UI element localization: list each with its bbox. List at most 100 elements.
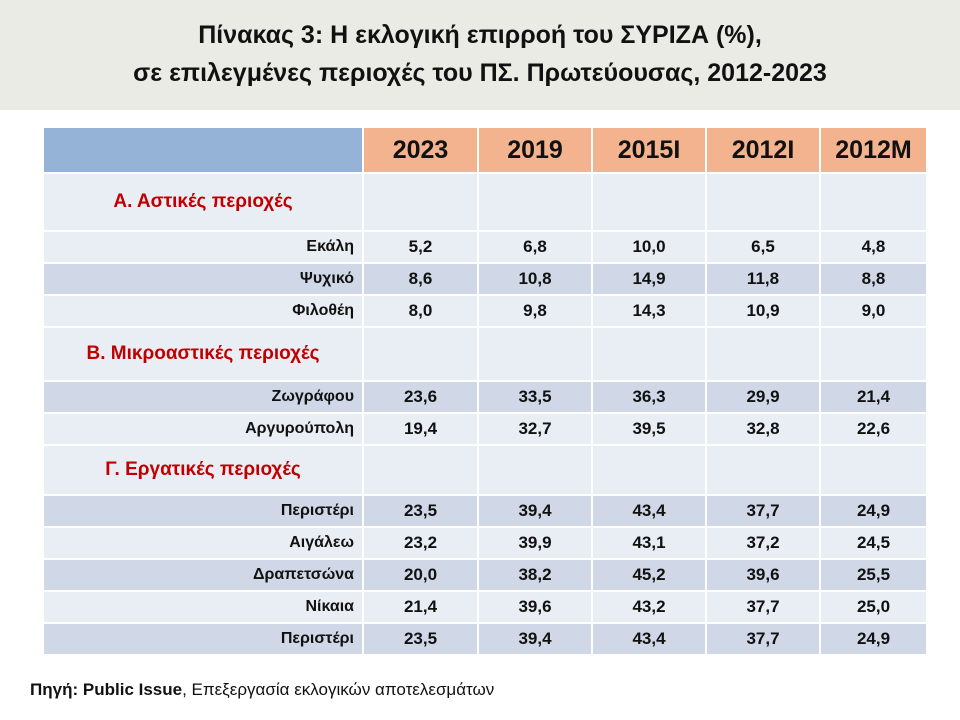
empty-cell bbox=[819, 326, 928, 382]
value-cell: 33,5 bbox=[477, 380, 593, 414]
empty-cell bbox=[591, 444, 707, 496]
column-header: 2015Ι bbox=[591, 126, 707, 174]
empty-cell bbox=[819, 444, 928, 496]
data-row: Νίκαια 21,4 39,6 43,2 37,7 25,0 bbox=[42, 590, 928, 624]
row-name: Ψυχικό bbox=[42, 262, 364, 296]
value-cell: 39,4 bbox=[477, 622, 593, 656]
section-row: Γ. Εργατικές περιοχές bbox=[42, 444, 928, 496]
row-name: Δραπετσώνα bbox=[42, 558, 364, 592]
data-row: Περιστέρι 23,5 39,4 43,4 37,7 24,9 bbox=[42, 494, 928, 528]
empty-cell bbox=[362, 444, 479, 496]
value-cell: 22,6 bbox=[819, 412, 928, 446]
value-cell: 9,0 bbox=[819, 294, 928, 328]
data-row: Εκάλη 5,2 6,8 10,0 6,5 4,8 bbox=[42, 230, 928, 264]
empty-cell bbox=[591, 326, 707, 382]
section-row: Β. Μικροαστικές περιοχές bbox=[42, 326, 928, 382]
value-cell: 6,8 bbox=[477, 230, 593, 264]
value-cell: 39,6 bbox=[477, 590, 593, 624]
value-cell: 32,8 bbox=[705, 412, 821, 446]
value-cell: 21,4 bbox=[362, 590, 479, 624]
value-cell: 24,9 bbox=[819, 494, 928, 528]
value-cell: 37,7 bbox=[705, 622, 821, 656]
value-cell: 6,5 bbox=[705, 230, 821, 264]
value-cell: 43,4 bbox=[591, 494, 707, 528]
empty-cell bbox=[362, 172, 479, 232]
corner-cell bbox=[42, 126, 364, 174]
source-text: , Επεξεργασία εκλογικών αποτελεσμάτων bbox=[182, 680, 495, 699]
value-cell: 23,5 bbox=[362, 494, 479, 528]
empty-cell bbox=[705, 326, 821, 382]
title-line: σε επιλεγμένες περιοχές του ΠΣ. Πρωτεύου… bbox=[133, 59, 827, 87]
column-header: 2023 bbox=[362, 126, 479, 174]
value-cell: 21,4 bbox=[819, 380, 928, 414]
value-cell: 23,6 bbox=[362, 380, 479, 414]
value-cell: 39,5 bbox=[591, 412, 707, 446]
data-row: Φιλοθέη 8,0 9,8 14,3 10,9 9,0 bbox=[42, 294, 928, 328]
value-cell: 23,5 bbox=[362, 622, 479, 656]
table: 2023 2019 2015Ι 2012Ι 2012Μ Α. Αστικές περιοχ… bbox=[42, 126, 928, 656]
value-cell: 8,8 bbox=[819, 262, 928, 296]
section-row: Α. Αστικές περιοχές bbox=[42, 172, 928, 232]
row-name: Αιγάλεω bbox=[42, 526, 364, 560]
empty-cell bbox=[477, 172, 593, 232]
value-cell: 43,1 bbox=[591, 526, 707, 560]
data-row: Ψυχικό 8,6 10,8 14,9 11,8 8,8 bbox=[42, 262, 928, 296]
column-header: 2019 bbox=[477, 126, 593, 174]
data-row: Αργυρούπολη 19,4 32,7 39,5 32,8 22,6 bbox=[42, 412, 928, 446]
data-row: Αιγάλεω 23,2 39,9 43,1 37,2 24,5 bbox=[42, 526, 928, 560]
value-cell: 29,9 bbox=[705, 380, 821, 414]
column-header: 2012Μ bbox=[819, 126, 928, 174]
value-cell: 14,9 bbox=[591, 262, 707, 296]
section-title: Α. Αστικές περιοχές bbox=[42, 172, 364, 232]
row-name: Περιστέρι bbox=[42, 494, 364, 528]
value-cell: 36,3 bbox=[591, 380, 707, 414]
empty-cell bbox=[819, 172, 928, 232]
value-cell: 37,2 bbox=[705, 526, 821, 560]
value-cell: 10,9 bbox=[705, 294, 821, 328]
row-name: Περιστέρι bbox=[42, 622, 364, 656]
column-header: 2012Ι bbox=[705, 126, 821, 174]
empty-cell bbox=[477, 326, 593, 382]
data-row: Περιστέρι 23,5 39,4 43,4 37,7 24,9 bbox=[42, 622, 928, 656]
value-cell: 8,6 bbox=[362, 262, 479, 296]
section-title: Γ. Εργατικές περιοχές bbox=[42, 444, 364, 496]
row-name: Φιλοθέη bbox=[42, 294, 364, 328]
value-cell: 10,0 bbox=[591, 230, 707, 264]
header-row: 2023 2019 2015Ι 2012Ι 2012Μ bbox=[42, 126, 928, 174]
row-name: Νίκαια bbox=[42, 590, 364, 624]
value-cell: 37,7 bbox=[705, 494, 821, 528]
value-cell: 43,2 bbox=[591, 590, 707, 624]
value-cell: 23,2 bbox=[362, 526, 479, 560]
value-cell: 39,9 bbox=[477, 526, 593, 560]
value-cell: 25,5 bbox=[819, 558, 928, 592]
empty-cell bbox=[705, 444, 821, 496]
data-row: Ζωγράφου 23,6 33,5 36,3 29,9 21,4 bbox=[42, 380, 928, 414]
value-cell: 37,7 bbox=[705, 590, 821, 624]
value-cell: 19,4 bbox=[362, 412, 479, 446]
value-cell: 10,8 bbox=[477, 262, 593, 296]
empty-cell bbox=[705, 172, 821, 232]
value-cell: 39,6 bbox=[705, 558, 821, 592]
value-cell: 4,8 bbox=[819, 230, 928, 264]
value-cell: 5,2 bbox=[362, 230, 479, 264]
title-line: Πίνακας 3: Η εκλογική επιρροή του ΣΥΡΙΖΑ… bbox=[198, 21, 762, 49]
value-cell: 43,4 bbox=[591, 622, 707, 656]
value-cell: 14,3 bbox=[591, 294, 707, 328]
value-cell: 32,7 bbox=[477, 412, 593, 446]
header: Πίνακας 3: Η εκλογική επιρροή του ΣΥΡΙΖΑ… bbox=[0, 0, 960, 110]
value-cell: 8,0 bbox=[362, 294, 479, 328]
row-name: Εκάλη bbox=[42, 230, 364, 264]
value-cell: 9,8 bbox=[477, 294, 593, 328]
empty-cell bbox=[591, 172, 707, 232]
value-cell: 20,0 bbox=[362, 558, 479, 592]
empty-cell bbox=[477, 444, 593, 496]
source: Πηγή: Public Issue, Επεξεργασία εκλογικώ… bbox=[30, 680, 494, 700]
value-cell: 45,2 bbox=[591, 558, 707, 592]
section-title: Β. Μικροαστικές περιοχές bbox=[42, 326, 364, 382]
data-row: Δραπετσώνα 20,0 38,2 45,2 39,6 25,5 bbox=[42, 558, 928, 592]
value-cell: 11,8 bbox=[705, 262, 821, 296]
value-cell: 24,9 bbox=[819, 622, 928, 656]
row-name: Αργυρούπολη bbox=[42, 412, 364, 446]
value-cell: 39,4 bbox=[477, 494, 593, 528]
